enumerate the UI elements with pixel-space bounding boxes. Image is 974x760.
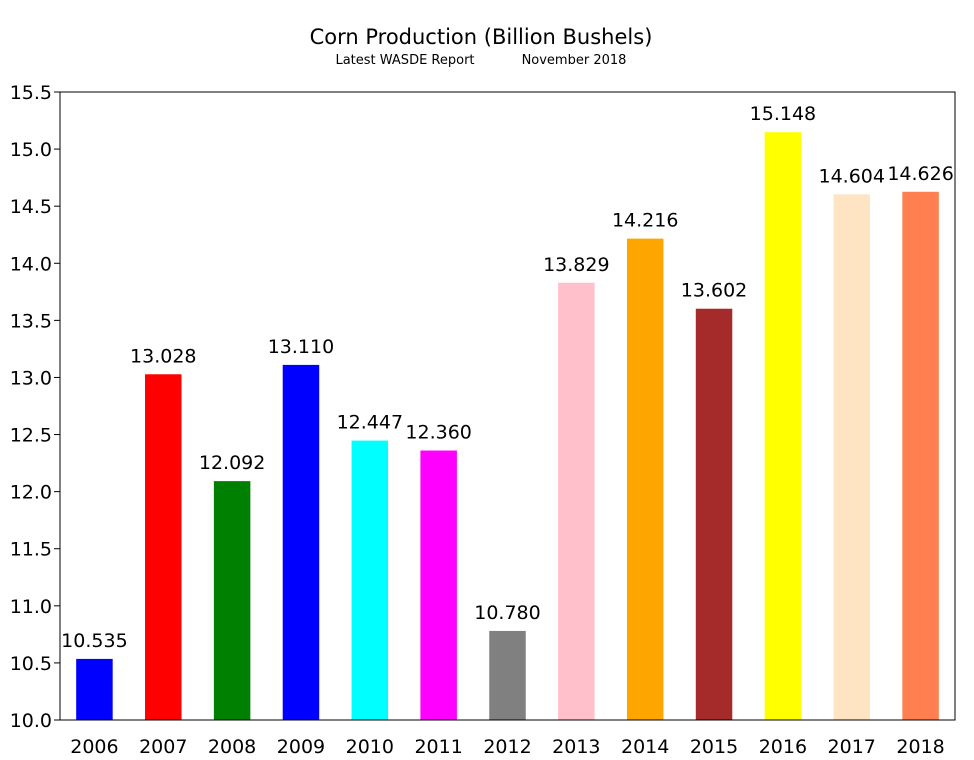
x-tick-label: 2009 (277, 736, 325, 758)
bar-2017 (833, 194, 870, 721)
data-label-2017: 14.604 (818, 165, 884, 187)
data-labels: 10.535 13.028 12.092 13.110 12.447 12.360 10.7… (61, 103, 954, 652)
bar-2009 (282, 364, 320, 720)
y-tick-label: 15.5 (10, 82, 52, 104)
bar-2015 (695, 308, 733, 720)
data-label-2014: 14.216 (612, 210, 678, 232)
data-label-2013: 13.829 (543, 254, 609, 276)
y-tick-label: 11.5 (10, 539, 52, 561)
y-tick-label: 13.0 (10, 367, 52, 389)
data-label-2007: 13.028 (130, 345, 196, 367)
bar-2013 (558, 282, 595, 720)
y-tick-label: 14.5 (10, 196, 52, 218)
bar-2014 (626, 238, 664, 721)
chart-subtitle-report: Latest WASDE Report (335, 53, 474, 68)
x-tick-label: 2010 (346, 736, 394, 758)
plot-area-frame (59, 91, 956, 721)
data-label-2018: 14.626 (887, 163, 953, 185)
x-tick-label: 2008 (208, 736, 256, 758)
bar-2008 (213, 481, 251, 720)
x-tick-label: 2017 (828, 736, 876, 758)
x-tick-label: 2006 (70, 736, 118, 758)
y-tick-label: 12.5 (10, 425, 52, 447)
bar-2010 (351, 440, 389, 720)
x-tick-label: 2011 (414, 736, 462, 758)
y-tick-label: 10.5 (10, 653, 52, 675)
y-tick-label: 13.5 (10, 310, 52, 332)
data-label-2011: 12.360 (405, 422, 471, 444)
data-label-2015: 13.602 (681, 280, 747, 302)
data-label-2010: 12.447 (337, 412, 403, 434)
y-tick-label: 10.0 (10, 710, 52, 732)
bar-2012 (489, 630, 526, 720)
y-axis: 10.0 10.5 11.0 11.5 12.0 12.5 13.0 13.5 14.0 14.5… (10, 82, 60, 732)
bar-series (76, 132, 939, 721)
x-tick-label: 2014 (621, 736, 669, 758)
x-tick-label: 2018 (896, 736, 944, 758)
chart-title: Corn Production (Billion Bushels) (310, 25, 653, 49)
x-tick-label: 2016 (759, 736, 807, 758)
data-label-2008: 12.092 (199, 452, 265, 474)
chart-subtitle-date: November 2018 (522, 53, 627, 68)
y-tick-label: 14.0 (10, 253, 52, 275)
data-label-2006: 10.535 (61, 630, 127, 652)
y-tick-label: 11.0 (10, 596, 52, 618)
data-label-2016: 15.148 (750, 103, 816, 125)
bar-2018 (902, 191, 939, 720)
x-tick-label: 2013 (552, 736, 600, 758)
bar-2006 (76, 658, 113, 720)
x-tick-label: 2015 (690, 736, 738, 758)
bar-2007 (145, 374, 182, 720)
data-label-2009: 13.110 (268, 336, 334, 358)
bar-2011 (420, 450, 457, 720)
bar-2016 (764, 132, 802, 720)
data-label-2012: 10.780 (474, 602, 540, 624)
x-tick-label: 2007 (139, 736, 187, 758)
x-tick-label: 2012 (483, 736, 531, 758)
x-axis: 2006 2007 2008 2009 2010 2011 2012 2013 2014 2015… (70, 736, 945, 758)
y-tick-label: 15.0 (10, 139, 52, 161)
y-tick-label: 12.0 (10, 482, 52, 504)
